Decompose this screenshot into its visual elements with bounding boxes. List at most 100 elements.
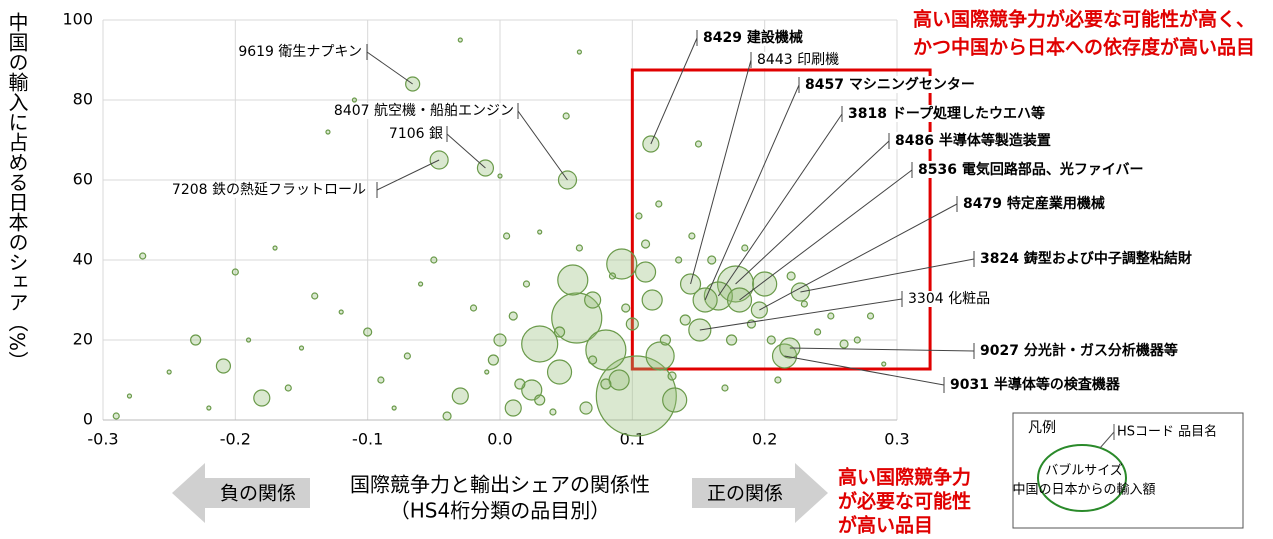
annotation: 8486 半導体等製造装置 — [895, 132, 1051, 149]
bubble — [839, 339, 849, 349]
bubble — [418, 281, 424, 287]
legend-box — [1012, 412, 1244, 529]
y-tick-label: 40 — [73, 250, 93, 269]
legend-bubble — [1037, 444, 1127, 512]
bubble — [442, 411, 452, 421]
highlight-box — [630, 68, 932, 371]
bubble — [584, 291, 602, 309]
bubble — [377, 376, 385, 384]
leader-line — [735, 140, 890, 285]
leader-line — [517, 110, 568, 181]
leader-line — [704, 84, 800, 301]
bubble — [562, 112, 570, 120]
y-tick-label: 60 — [73, 170, 93, 189]
bubble — [853, 336, 861, 344]
bubble — [866, 312, 875, 320]
bubble — [800, 300, 808, 308]
x-tick-label: -0.1 — [352, 430, 383, 449]
bubble — [514, 378, 526, 390]
bubble — [585, 329, 627, 371]
y-tick-label: 20 — [73, 330, 93, 349]
annotation-bg — [332, 103, 515, 119]
bubble — [881, 361, 887, 367]
x-tick-label: 0.2 — [752, 430, 777, 449]
legend-size-title: バブルサイズ — [1045, 463, 1123, 479]
bubble — [659, 334, 672, 346]
bubble — [608, 272, 617, 280]
bubble — [606, 248, 638, 280]
bubble — [546, 359, 573, 385]
bubble — [774, 376, 782, 384]
bubble — [588, 355, 598, 365]
bubble — [662, 387, 688, 413]
bubble — [497, 173, 503, 179]
annotation: 7208 鉄の熱延フラットロール — [172, 182, 366, 198]
annotation: 8457 マシニングセンター — [805, 76, 975, 93]
annotation-bg — [917, 161, 1145, 178]
bubble — [688, 232, 696, 240]
bubble — [634, 261, 657, 283]
annotation: 8407 航空機・船舶エンジン — [334, 103, 514, 119]
bubble — [253, 389, 271, 407]
bubble — [351, 97, 358, 103]
positive-label: 正の関係 — [707, 483, 783, 505]
bubble — [667, 371, 677, 381]
annotation-bg — [979, 342, 1179, 359]
bubble — [600, 378, 612, 390]
bubble — [621, 303, 631, 313]
bubble — [190, 334, 202, 346]
y-tick-label: 100 — [62, 10, 93, 29]
leader-line — [446, 133, 486, 169]
bubble — [725, 334, 738, 346]
positive-arrow — [692, 463, 828, 523]
bubble — [487, 354, 499, 366]
direction-note: が高い品目 — [838, 514, 933, 537]
y-tick-label: 80 — [73, 90, 93, 109]
x-tick-label: 0.0 — [487, 430, 512, 449]
bubble — [284, 384, 292, 392]
annotation: 8479 特定産業用機械 — [963, 195, 1105, 212]
bubble — [625, 317, 639, 331]
bubble — [579, 401, 593, 415]
bubble — [766, 335, 776, 345]
bubble — [549, 408, 557, 416]
bubble — [752, 271, 778, 297]
leader-line — [699, 298, 903, 331]
bubble — [608, 369, 630, 391]
highlight-text: 高い国際競争力が必要な可能性が高く、 — [913, 8, 1255, 31]
bubble — [272, 245, 278, 251]
annotation: 7106 銀 — [389, 126, 443, 142]
bubble — [166, 369, 172, 375]
bubble — [231, 268, 239, 276]
annotation: 9027 分光計・ガス分析機器等 — [980, 342, 1178, 359]
bubble — [245, 337, 252, 343]
direction-note: 高い国際競争力 — [838, 466, 971, 489]
annotation: 3818 ドープ処理したウエハ等 — [848, 105, 1045, 122]
leader-line — [759, 203, 958, 311]
annotation-bg — [949, 376, 1122, 393]
annotation-bg — [847, 105, 1046, 122]
bubble — [741, 244, 749, 252]
bubble — [206, 405, 212, 411]
annotation: 8429 建設機械 — [703, 29, 803, 46]
leader-line — [739, 169, 913, 301]
leader-line — [366, 51, 413, 85]
x-tick-label: 0.3 — [884, 430, 909, 449]
legend-leader — [1099, 431, 1115, 449]
bubble — [635, 212, 643, 220]
bubble — [553, 326, 566, 338]
negative-label: 負の関係 — [220, 483, 296, 505]
bubble — [311, 292, 319, 300]
bubble — [557, 264, 589, 296]
bubble — [325, 129, 331, 135]
bubble — [576, 49, 583, 55]
y-axis-label: 中国の輸入に占める日本のシェア（%） — [5, 12, 29, 372]
leader-line — [800, 258, 975, 293]
bubble — [827, 312, 835, 320]
bubble — [126, 393, 133, 399]
bubble — [640, 239, 651, 249]
annotation-bg — [756, 52, 841, 68]
annotation-bg — [962, 195, 1106, 212]
bubble — [521, 325, 559, 363]
annotation: 3304 化粧品 — [908, 291, 990, 307]
